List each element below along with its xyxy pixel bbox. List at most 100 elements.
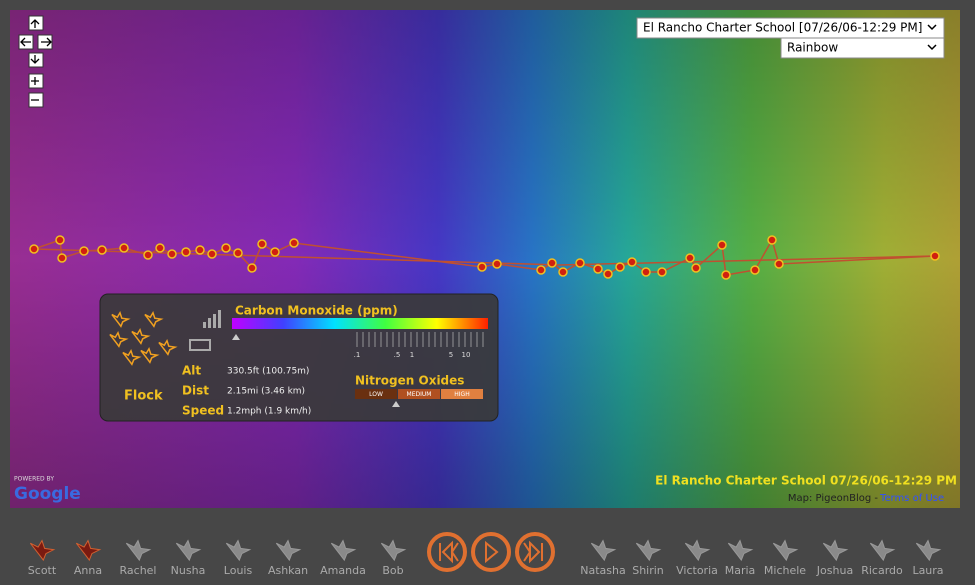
bird-icon [380,539,407,562]
co-scale-label: 10 [462,351,471,359]
stat-value: 1.2mph (1.9 km/h) [227,407,311,417]
flock-bird-icon [131,328,151,345]
track-point[interactable] [547,258,557,268]
track-point[interactable] [641,267,651,277]
bird-icon [635,539,662,562]
track-point[interactable] [270,247,280,257]
track-point[interactable] [195,245,205,255]
bird-toggle[interactable]: Joshua [816,539,853,577]
nav-button[interactable] [28,52,44,68]
play-button[interactable] [471,532,511,572]
track-point[interactable] [97,245,107,255]
track-point[interactable] [930,251,940,261]
track-point[interactable] [492,259,502,269]
bird-toggle[interactable]: Anna [74,539,102,577]
bird-icon [275,539,302,562]
track-point[interactable] [181,247,191,257]
bird-toggle[interactable]: Rachel [120,539,157,577]
attribution: Map: PigeonBlog - [788,493,878,504]
bird-name: Amanda [320,564,366,577]
bird-toggle[interactable]: Ricardo [861,539,903,577]
track-point[interactable] [289,238,299,248]
bird-toggle[interactable]: Amanda [320,539,366,577]
nox-level-label: HIGH [454,391,469,398]
track-point[interactable] [627,257,637,267]
bird-toggle[interactable]: Victoria [676,539,718,577]
track-point[interactable] [774,259,784,269]
bird-icon [772,539,799,562]
palette-select[interactable]: Rainbow [780,37,945,59]
track-point[interactable] [155,243,165,253]
track-point[interactable] [721,270,731,280]
co-scale-bar [232,318,488,329]
bird-toggle[interactable]: Bob [380,539,407,577]
bird-toggle[interactable]: Nusha [171,539,206,577]
track-point[interactable] [575,258,585,268]
bird-toggle[interactable]: Laura [912,539,944,577]
track-point[interactable] [536,265,546,275]
track-point[interactable] [143,250,153,260]
bird-toggle[interactable]: Ashkan [268,539,308,577]
bird-name: Anna [74,564,102,577]
nav-icon [41,37,52,47]
location-select[interactable]: El Rancho Charter School [07/26/06-12:29… [636,17,945,39]
bird-icon [727,539,754,562]
bird-name: Ricardo [861,564,903,577]
track-point[interactable] [257,239,267,249]
track-point[interactable] [685,253,695,263]
flock-bird-icon [158,339,178,356]
co-scale-label: .5 [394,351,401,359]
forward-button[interactable] [515,532,555,572]
info-panel: Carbon Monoxide (ppm) Flock Nitrogen Oxi… [99,293,499,422]
track-point[interactable] [221,243,231,253]
track-point[interactable] [247,263,257,273]
track-point[interactable] [593,264,603,274]
track-point[interactable] [55,235,65,245]
bird-icon [915,539,942,562]
bird-toggle[interactable]: Shirin [632,539,664,577]
track-point[interactable] [167,249,177,259]
track-point[interactable] [717,240,727,250]
flock-bird-icon [140,347,160,364]
bird-toggle[interactable]: Louis [224,539,253,577]
bird-name: Shirin [632,564,664,577]
co-scale-label: 1 [410,351,414,359]
nox-title: Nitrogen Oxides [355,374,464,388]
track-point[interactable] [207,249,217,259]
track-point[interactable] [79,246,89,256]
track-point[interactable] [750,265,760,275]
track-point[interactable] [691,263,701,273]
bird-toggle[interactable]: Natasha [580,539,626,577]
bird-name: Maria [725,564,756,577]
bird-selector: Scott Anna Rachel Nusha Louis Ashkan Amanda Bob… [28,539,944,577]
bird-icon [869,539,896,562]
terms-link[interactable]: Terms of Use [879,493,944,504]
track-point[interactable] [119,243,129,253]
track-point[interactable] [558,267,568,277]
track-point[interactable] [603,269,613,279]
powered-by: POWERED BY [14,476,54,483]
playback-controls [427,532,555,572]
stat-label: Alt [182,364,201,378]
co-scale-label: .1 [354,351,361,359]
track-point[interactable] [615,262,625,272]
nav-button[interactable] [28,15,44,31]
signal-icon [189,310,221,351]
track-point[interactable] [657,267,667,277]
nox-level [398,389,440,399]
bird-toggle[interactable]: Scott [28,539,57,577]
bird-toggle[interactable]: Maria [725,539,756,577]
co-scale-label: 5 [449,351,453,359]
track-point[interactable] [57,253,67,263]
flock-bird-icon [111,311,131,328]
bird-toggle[interactable]: Michele [764,539,806,577]
bird-icon [225,539,252,562]
bottom-bar [0,508,975,585]
track-point[interactable] [233,248,243,258]
rewind-button[interactable] [427,532,467,572]
bird-icon [822,539,849,562]
track-point[interactable] [477,262,487,272]
track-point[interactable] [767,235,777,245]
bird-icon [175,539,202,562]
track-point[interactable] [29,244,39,254]
